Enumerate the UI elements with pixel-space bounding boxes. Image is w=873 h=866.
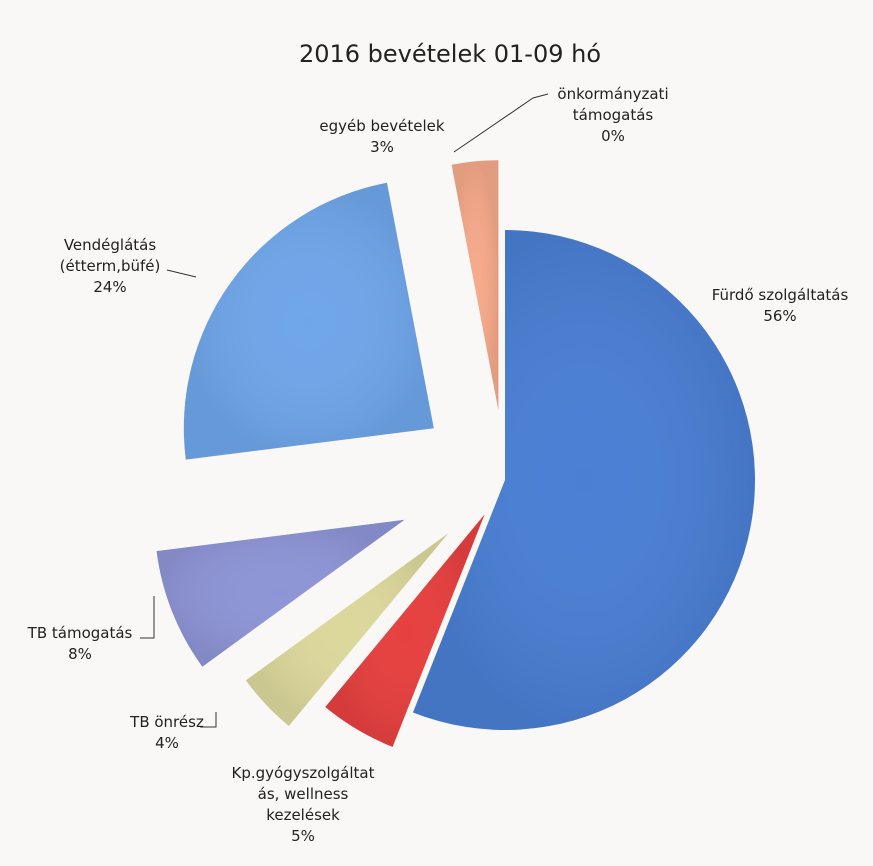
slice-name: Kp.gyógyszolgáltat (232, 764, 375, 782)
slice-label: Kp.gyógyszolgáltat ás, wellness kezelések 5… (232, 764, 375, 845)
slice-name: TB támogatás (27, 624, 133, 642)
slice-name: kezelések (266, 806, 340, 824)
leader-line (453, 93, 549, 153)
slice-percent: 3% (370, 138, 394, 156)
slice-label: Vendéglátás (étterm,büfé) 24% (60, 236, 161, 296)
slice-label: TB támogatás 8% (27, 624, 133, 663)
leader-line (140, 596, 155, 639)
pie-slice-shading (325, 514, 485, 747)
slice-percent: 4% (155, 734, 179, 752)
chart-title: 2016 bevételek 01-09 hó (299, 40, 601, 68)
slice-label: önkormányzati támogatás 0% (557, 85, 668, 145)
slice-percent: 5% (291, 827, 315, 845)
slice-name: egyéb bevételek (319, 117, 445, 135)
pie-slice-shading (412, 230, 756, 730)
slice-label: Fürdő szolgáltatás 56% (712, 286, 849, 325)
slice-percent: 56% (763, 307, 796, 325)
leader-line (166, 269, 197, 278)
pie-slice-shading (245, 533, 449, 727)
slice-label: TB önrész 4% (129, 713, 204, 752)
slice-name: Fürdő szolgáltatás (712, 286, 849, 304)
pie-slice-shading (451, 160, 499, 411)
slice-name: önkormányzati (557, 85, 668, 103)
pie-slice-shading (156, 519, 405, 667)
slice-name: ás, wellness (258, 785, 349, 803)
slice-percent: 8% (68, 645, 92, 663)
leader-line (200, 712, 217, 728)
pie-slice-shading (183, 182, 434, 460)
slice-percent: 0% (601, 127, 625, 145)
slice-label: egyéb bevételek 3% (319, 117, 445, 156)
slice-name: támogatás (573, 106, 654, 124)
slice-name: Vendéglátás (64, 236, 157, 254)
slice-name: TB önrész (129, 713, 204, 731)
slice-name: (étterm,büfé) (60, 257, 161, 275)
slice-percent: 24% (93, 278, 126, 296)
